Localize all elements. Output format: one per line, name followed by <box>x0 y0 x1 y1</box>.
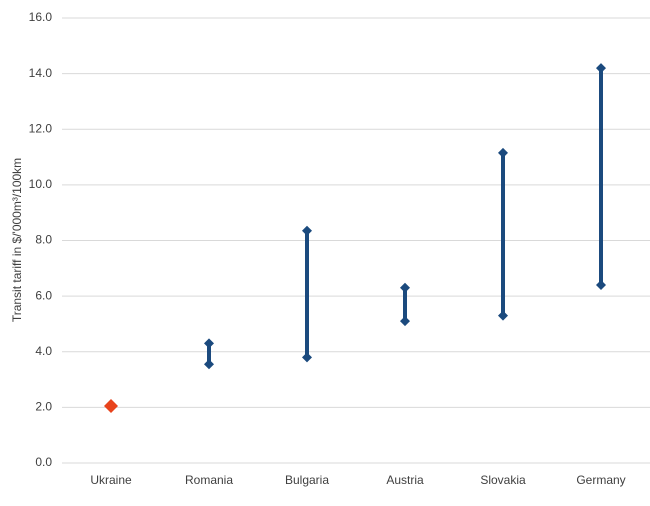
range-marker <box>596 63 606 74</box>
x-tick-label: Romania <box>185 473 233 487</box>
range-marker <box>204 338 214 349</box>
x-tick-label: Austria <box>386 473 424 487</box>
y-axis-label: Transit tariff in $/'000m³/100km <box>10 158 24 322</box>
range-marker <box>104 398 118 413</box>
range-marker <box>498 147 508 158</box>
y-tick-label: 6.0 <box>35 288 52 302</box>
range-marker <box>400 316 410 327</box>
range-marker <box>204 359 214 370</box>
y-tick-label: 16.0 <box>29 10 53 24</box>
range-marker <box>596 280 606 290</box>
y-tick-label: 14.0 <box>29 66 53 80</box>
range-marker <box>400 282 410 293</box>
x-tick-label: Bulgaria <box>285 473 329 487</box>
y-tick-label: 4.0 <box>35 344 52 358</box>
y-tick-label: 0.0 <box>35 455 52 469</box>
range-marker <box>302 225 312 236</box>
x-tick-label: Slovakia <box>480 473 526 487</box>
x-tick-label: Germany <box>576 473 625 487</box>
y-tick-label: 2.0 <box>35 400 52 414</box>
range-marker <box>302 352 312 363</box>
y-tick-label: 12.0 <box>29 121 53 135</box>
y-tick-label: 10.0 <box>29 177 53 191</box>
y-tick-label: 8.0 <box>35 233 52 247</box>
x-tick-label: Ukraine <box>90 473 132 487</box>
range-marker <box>498 310 508 321</box>
